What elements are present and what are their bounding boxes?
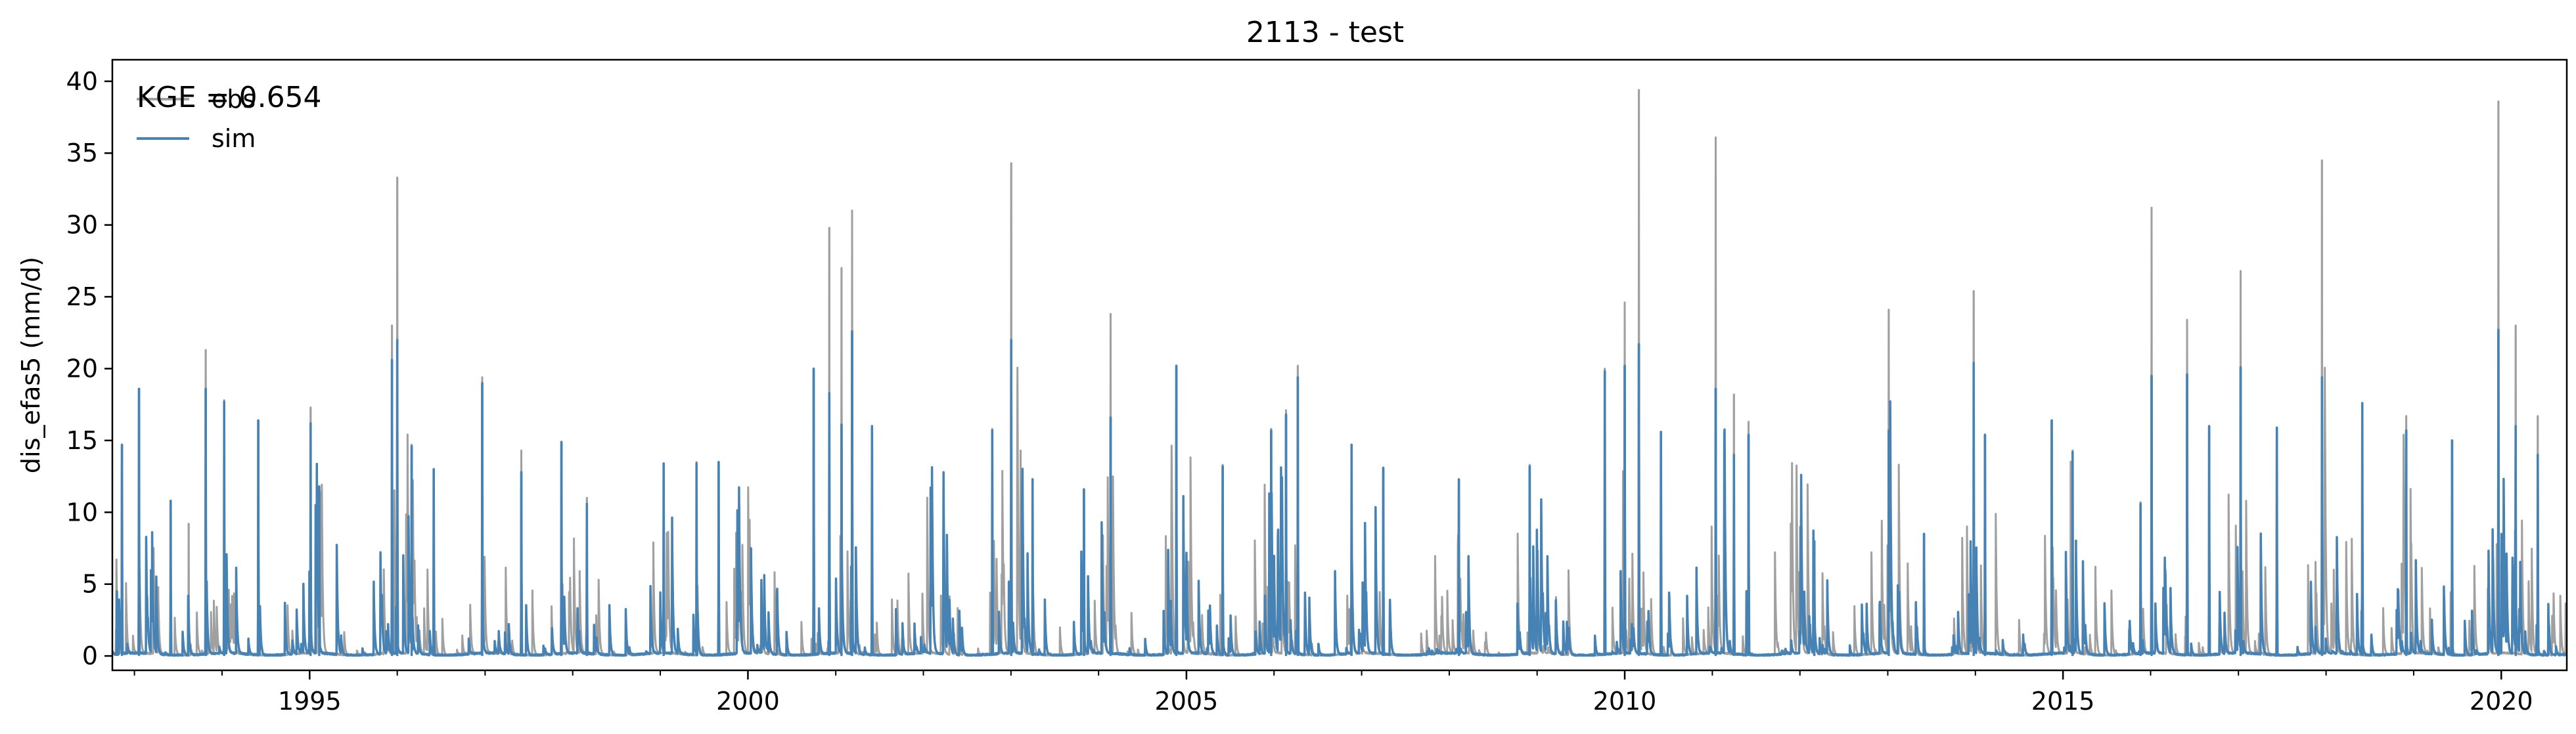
y-tick-label: 20 bbox=[66, 354, 98, 383]
y-axis: 0 5 10 15 20 25 30 35 40 bbox=[66, 67, 112, 670]
y-tick-label: 35 bbox=[66, 139, 98, 167]
y-axis-label: dis_efas5 (mm/d) bbox=[16, 257, 45, 473]
y-tick-label: 25 bbox=[66, 282, 98, 311]
x-axis: 1995 2000 2005 2010 2015 2020 bbox=[133, 670, 2533, 716]
y-tick-label: 10 bbox=[66, 498, 98, 527]
x-tick-label: 2020 bbox=[2470, 687, 2533, 716]
y-tick-label: 30 bbox=[66, 211, 98, 240]
x-tick-label: 1995 bbox=[278, 687, 342, 716]
series-sim bbox=[112, 328, 2567, 657]
x-tick-label: 2010 bbox=[1593, 687, 1657, 716]
x-tick-label: 2000 bbox=[716, 687, 780, 716]
legend-obs-label: obs bbox=[212, 85, 256, 114]
x-tick-label: 2005 bbox=[1155, 687, 1219, 716]
plot-frame bbox=[111, 58, 2568, 672]
chart-title: 2113 - test bbox=[1246, 16, 1404, 49]
y-tick-label: 5 bbox=[82, 570, 98, 599]
legend: obs sim bbox=[137, 85, 256, 153]
legend-sim-label: sim bbox=[212, 124, 256, 153]
y-tick-label: 0 bbox=[82, 641, 98, 670]
kge-annotation: KGE = 0.654 bbox=[137, 81, 322, 114]
y-tick-label: 40 bbox=[66, 67, 98, 96]
y-tick-label: 15 bbox=[66, 426, 98, 455]
x-tick-label: 2015 bbox=[2031, 687, 2095, 716]
